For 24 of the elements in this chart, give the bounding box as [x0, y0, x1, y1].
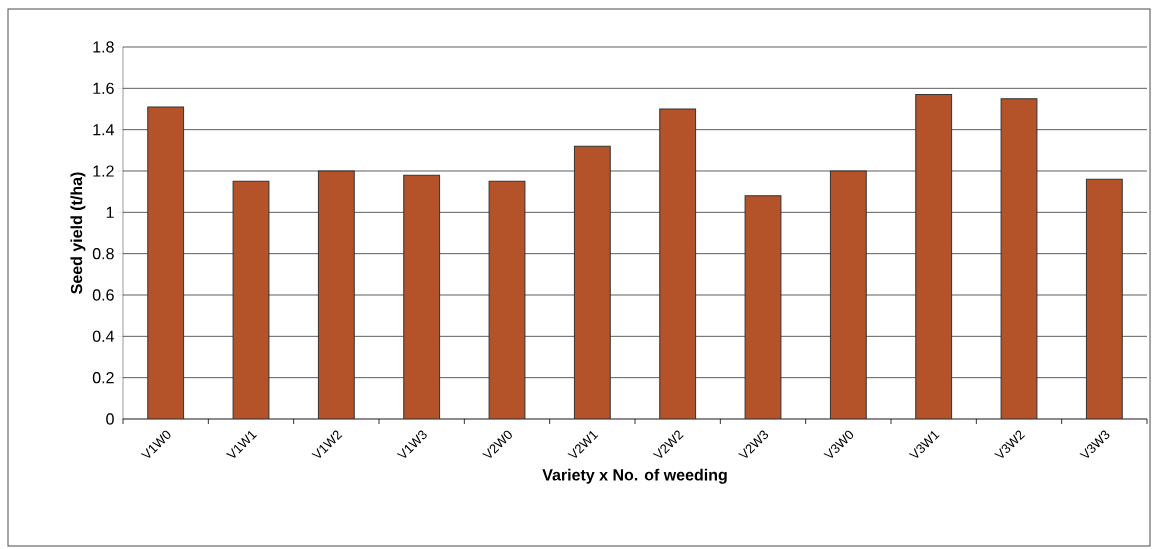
y-tick-label: 0.2 — [92, 372, 114, 384]
bar — [1000, 98, 1038, 419]
bar — [232, 180, 270, 419]
y-tick-label: 0 — [106, 413, 114, 425]
bar — [915, 94, 953, 419]
y-axis-title: Seed yield (t/ha) — [70, 172, 86, 294]
bar — [403, 174, 441, 419]
x-axis-title: Variety x No. of weeding — [542, 468, 727, 484]
y-tick-label: 1.2 — [93, 165, 114, 177]
bar — [488, 180, 526, 419]
bar — [829, 170, 867, 419]
bar — [147, 106, 185, 419]
y-tick-label: 1 — [106, 206, 114, 218]
bar — [744, 195, 782, 419]
y-tick-label: 1.6 — [93, 82, 114, 94]
y-tick-label: 1.8 — [93, 41, 114, 53]
bar — [1085, 178, 1123, 419]
y-tick-label: 0.6 — [92, 289, 114, 301]
y-tick-label: 0.8 — [92, 248, 114, 260]
bar — [317, 170, 355, 419]
bar — [659, 108, 697, 419]
y-tick-label: 1.4 — [93, 124, 114, 136]
y-tick-label: 0.4 — [92, 330, 114, 342]
bar — [573, 145, 611, 419]
